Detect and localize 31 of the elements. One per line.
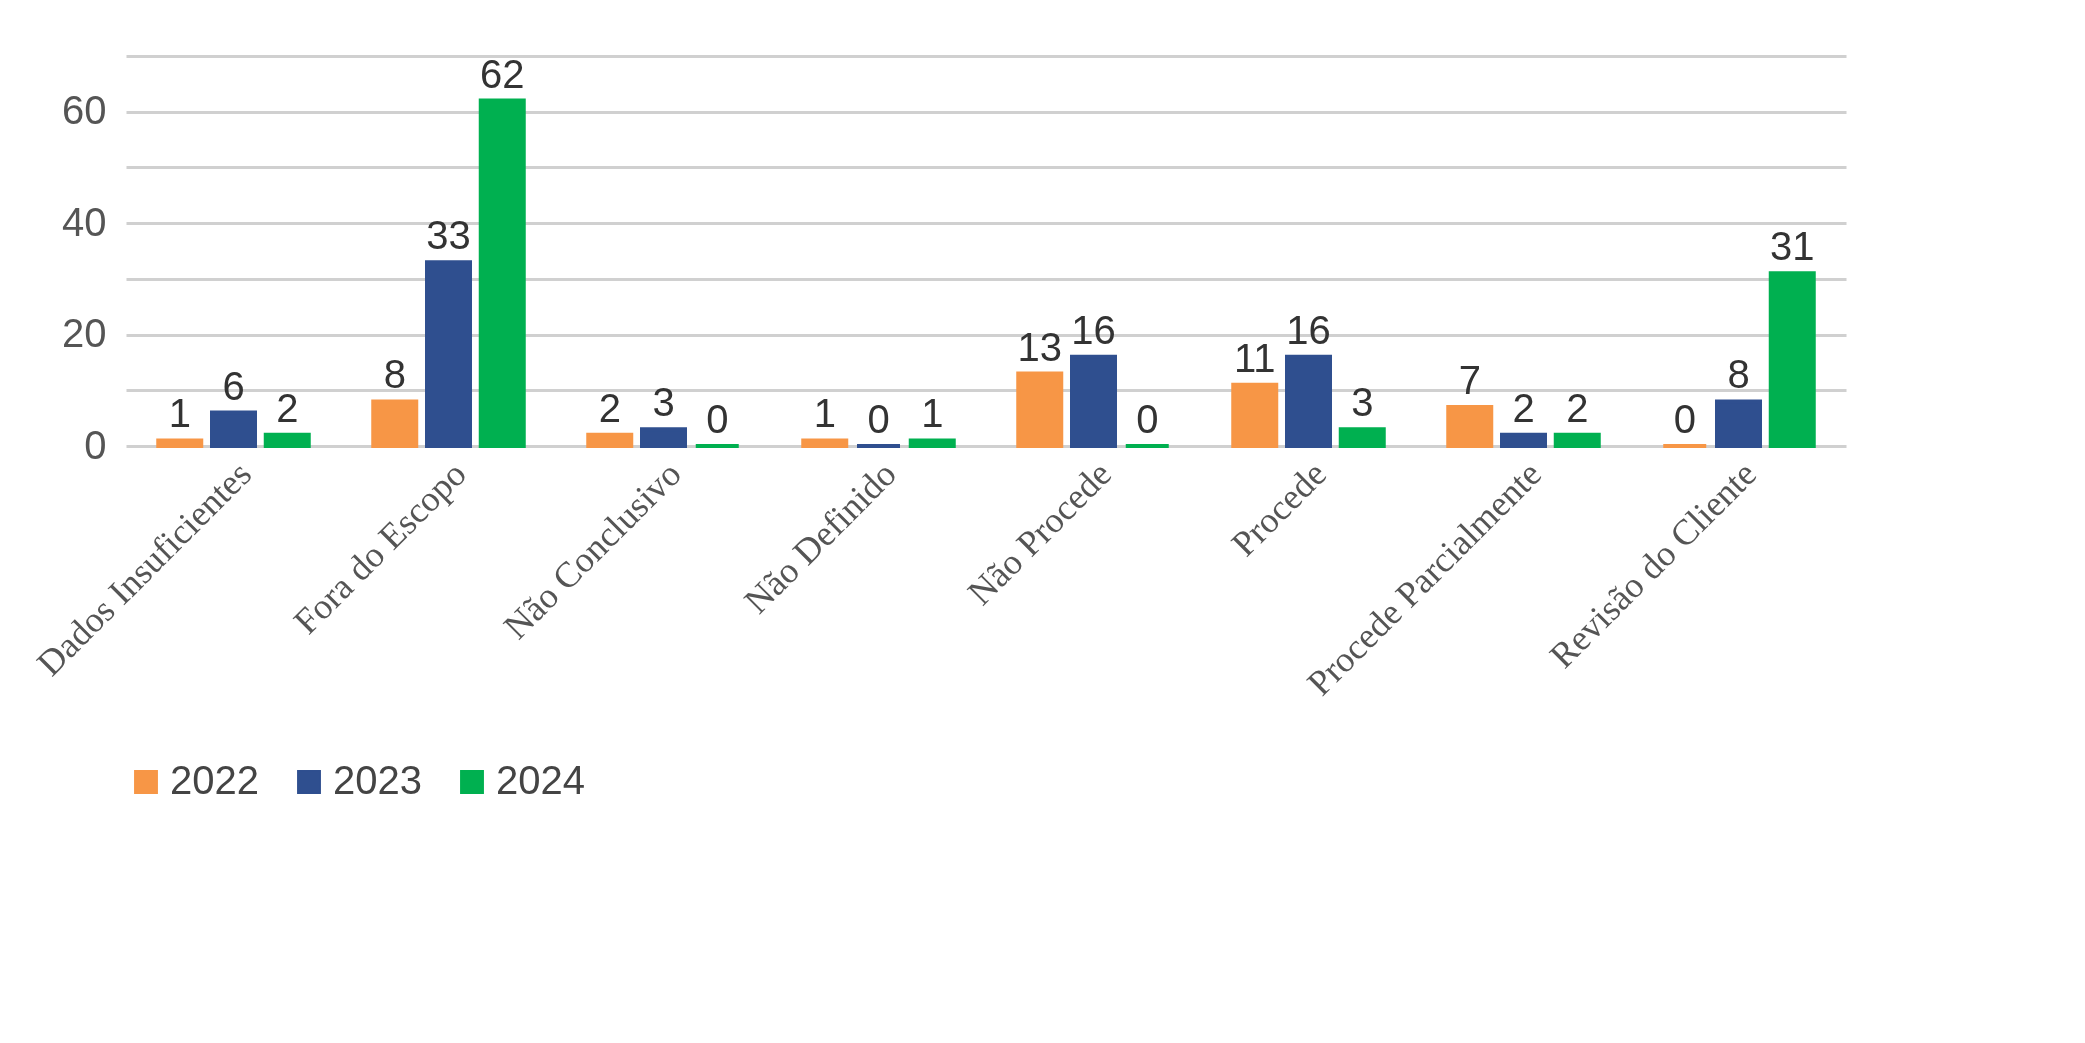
data-label: 2 bbox=[1512, 385, 1535, 430]
legend-label: 2022 bbox=[170, 758, 259, 802]
data-label: 16 bbox=[1286, 307, 1331, 352]
data-label: 13 bbox=[1017, 324, 1062, 369]
y-tick-label: 40 bbox=[62, 199, 107, 244]
data-label: 11 bbox=[1233, 335, 1276, 380]
data-label: 3 bbox=[652, 380, 675, 425]
y-tick-label: 20 bbox=[62, 311, 107, 356]
data-label: 3 bbox=[1351, 380, 1374, 425]
data-label: 0 bbox=[1136, 397, 1159, 441]
data-label: 31 bbox=[1770, 224, 1815, 269]
data-label: 6 bbox=[222, 363, 245, 408]
data-label: 8 bbox=[383, 352, 406, 397]
y-tick-label: 0 bbox=[84, 422, 107, 467]
data-label: 2 bbox=[598, 385, 621, 430]
data-label: 16 bbox=[1071, 307, 1116, 352]
data-label: 7 bbox=[1458, 358, 1481, 402]
legend-label: 2023 bbox=[333, 758, 422, 802]
legend-label: 2024 bbox=[496, 758, 585, 802]
data-label: 2 bbox=[1566, 385, 1589, 430]
data-label: 1 bbox=[813, 391, 836, 436]
y-tick-label: 60 bbox=[62, 88, 107, 133]
data-label: 0 bbox=[706, 397, 729, 441]
data-label: 0 bbox=[867, 397, 890, 441]
data-label: 1 bbox=[168, 391, 191, 436]
data-label: 1 bbox=[921, 391, 944, 436]
data-label: 0 bbox=[1673, 397, 1696, 441]
data-label: 62 bbox=[480, 51, 525, 96]
data-label: 8 bbox=[1727, 352, 1750, 397]
data-label: 2 bbox=[276, 385, 299, 430]
data-label: 33 bbox=[426, 213, 471, 258]
